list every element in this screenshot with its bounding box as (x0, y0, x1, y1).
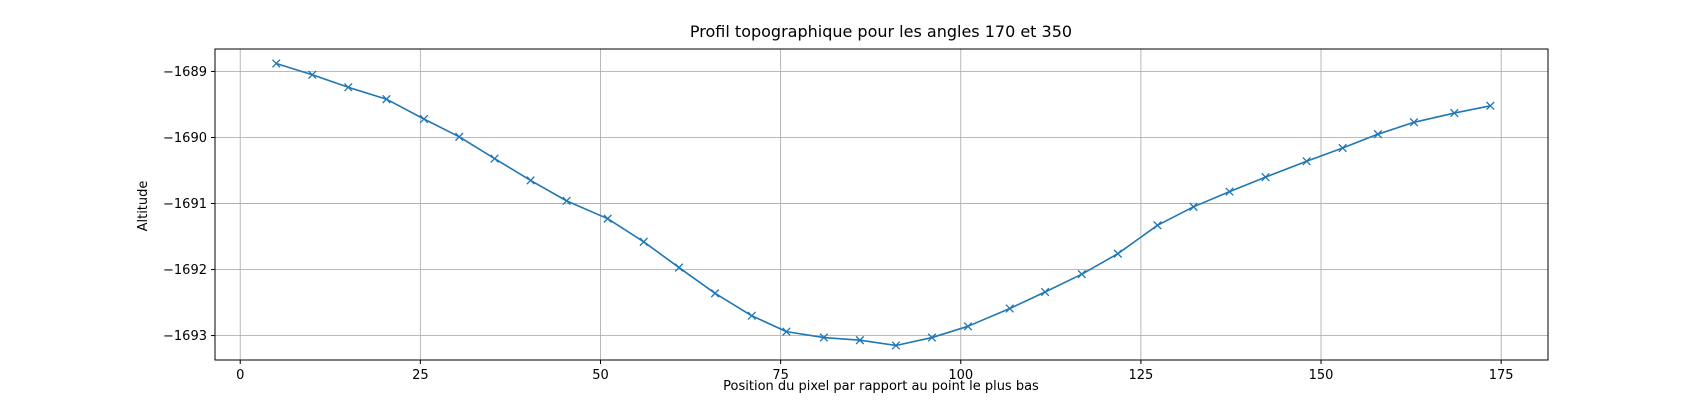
y-axis: −1689 −1690 −1691 −1692 −1693 (163, 65, 215, 344)
x-tick-label: 175 (1489, 368, 1514, 383)
data-point-marker (490, 154, 499, 163)
data-point-marker (1005, 304, 1015, 313)
data-point-marker (855, 335, 865, 345)
x-tick-label: 150 (1309, 368, 1334, 383)
data-point-marker (271, 59, 281, 68)
y-tick-label: −1690 (163, 131, 207, 146)
data-point-marker (1077, 269, 1087, 279)
y-tick-label: −1691 (163, 197, 207, 212)
x-axis: 0 25 50 75 100 125 150 175 (236, 360, 1514, 383)
grid-lines (215, 49, 1548, 360)
data-point-marker (603, 214, 612, 223)
data-point-marker (382, 94, 391, 104)
data-point-marker (1338, 143, 1347, 153)
data-point-marker (1302, 156, 1311, 166)
data-point-marker (927, 333, 937, 342)
data-point-marker (747, 311, 757, 321)
data-point-marker (1225, 187, 1234, 196)
x-tick-label: 100 (948, 368, 973, 383)
plot-area (271, 59, 1495, 350)
y-tick-label: −1689 (163, 65, 207, 80)
x-tick-label: 0 (236, 368, 244, 383)
data-point-marker (639, 237, 648, 247)
data-point-marker (344, 83, 353, 92)
chart-title: Profil topographique pour les angles 170… (690, 22, 1072, 41)
data-point-marker (1450, 108, 1459, 118)
y-axis-label: Altitude (136, 181, 151, 232)
y-tick-label: −1693 (163, 329, 207, 344)
y-tick-label: −1692 (163, 263, 207, 278)
data-point-marker (782, 327, 791, 336)
data-point-marker (1113, 249, 1123, 258)
data-point-marker (1409, 118, 1419, 127)
x-tick-label: 25 (412, 368, 429, 383)
data-point-marker (526, 176, 535, 185)
data-point-marker (1040, 287, 1050, 297)
data-point-marker (308, 70, 317, 80)
data-point-marker (674, 263, 684, 272)
plot-frame (214, 48, 1549, 361)
data-point-marker (1261, 172, 1270, 182)
data-point-marker (562, 196, 571, 206)
data-point-marker (891, 341, 901, 350)
x-tick-label: 50 (592, 368, 609, 383)
x-axis-label: Position du pixel par rapport au point l… (723, 379, 1039, 394)
data-point-marker (963, 322, 973, 331)
data-point-marker (819, 333, 829, 342)
data-point-marker (419, 114, 429, 124)
data-point-marker (1486, 101, 1495, 111)
x-tick-label: 75 (772, 368, 789, 383)
data-point-marker (710, 289, 720, 298)
x-tick-label: 125 (1128, 368, 1153, 383)
series-line (276, 62, 1491, 347)
data-point-marker (1373, 129, 1383, 139)
data-point-marker (455, 132, 464, 142)
data-point-marker (1189, 202, 1198, 212)
data-point-marker (1153, 221, 1162, 230)
